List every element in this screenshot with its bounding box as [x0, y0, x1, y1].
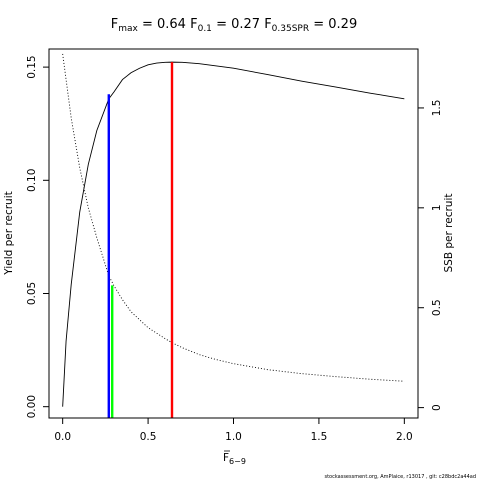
y-right-tick-label: 0	[431, 404, 443, 411]
x-tick-label: 1.0	[225, 431, 242, 443]
series-layer	[62, 53, 405, 407]
footnote: stockassessment.org, AmPlaice, r13017 , …	[324, 474, 476, 480]
x-axis-title: F6−9	[223, 450, 246, 466]
y-right-tick-label: 1.5	[431, 100, 443, 117]
y-axis-right: 0 0.5 1 1.5	[417, 100, 443, 411]
y-left-tick-label: 0.10	[26, 169, 38, 192]
x-tick-label: 0.0	[54, 431, 71, 443]
yield-per-recruit-line	[62, 61, 405, 407]
x-tick-label: 1.5	[311, 431, 328, 443]
y-axis-right-title: SSB per recruit	[443, 194, 455, 273]
x-axis: 0.0 0.5 1.0 1.5 2.0	[54, 417, 413, 443]
chart-title: Fmax = 0.64 F0.1 = 0.27 F0.35SPR = 0.29	[111, 17, 357, 34]
y-axis-left-title: Yield per recruit	[3, 191, 15, 275]
reference-lines	[107, 62, 174, 418]
y-axis-left: 0.00 0.05 0.10 0.15	[26, 55, 50, 418]
y-left-tick-label: 0.05	[26, 282, 38, 305]
plot-frame	[48, 48, 419, 419]
x-tick-label: 2.0	[396, 431, 413, 443]
x-tick-label: 0.5	[140, 431, 157, 443]
svg-text:F6−9: F6−9	[223, 452, 246, 466]
y-left-tick-label: 0.00	[26, 395, 38, 418]
y-right-tick-label: 1	[431, 204, 443, 211]
ssb-per-recruit-line	[62, 53, 405, 382]
y-right-tick-label: 0.5	[431, 299, 443, 316]
y-left-tick-label: 0.15	[26, 55, 38, 78]
